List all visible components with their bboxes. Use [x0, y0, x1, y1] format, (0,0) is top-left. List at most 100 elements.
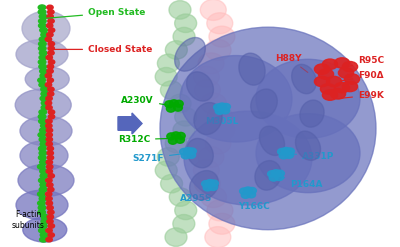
Ellipse shape — [272, 170, 280, 176]
Ellipse shape — [38, 164, 45, 169]
Ellipse shape — [194, 80, 220, 101]
Ellipse shape — [40, 173, 48, 178]
Ellipse shape — [47, 151, 54, 155]
Ellipse shape — [48, 41, 54, 46]
Ellipse shape — [194, 103, 222, 135]
Ellipse shape — [330, 89, 346, 99]
Ellipse shape — [160, 81, 182, 99]
Ellipse shape — [41, 32, 48, 37]
Ellipse shape — [167, 133, 176, 140]
Ellipse shape — [48, 51, 54, 55]
Ellipse shape — [173, 27, 195, 46]
Ellipse shape — [322, 90, 338, 100]
FancyArrow shape — [118, 113, 142, 134]
Ellipse shape — [207, 106, 233, 127]
Ellipse shape — [241, 192, 250, 198]
Ellipse shape — [207, 13, 233, 34]
Ellipse shape — [157, 148, 179, 166]
Ellipse shape — [314, 64, 330, 74]
Ellipse shape — [256, 59, 360, 138]
Ellipse shape — [40, 69, 47, 74]
Text: Open State: Open State — [46, 8, 145, 18]
Ellipse shape — [46, 196, 52, 201]
Ellipse shape — [47, 14, 53, 19]
Ellipse shape — [18, 164, 74, 196]
Ellipse shape — [173, 214, 195, 233]
Ellipse shape — [38, 132, 46, 137]
Ellipse shape — [46, 133, 52, 137]
Ellipse shape — [222, 103, 230, 110]
Ellipse shape — [186, 72, 214, 101]
Ellipse shape — [173, 121, 195, 140]
Ellipse shape — [38, 9, 46, 14]
Ellipse shape — [198, 53, 224, 74]
Ellipse shape — [48, 210, 54, 214]
Ellipse shape — [205, 133, 231, 154]
Ellipse shape — [205, 40, 231, 61]
Ellipse shape — [169, 94, 191, 113]
Ellipse shape — [334, 82, 350, 93]
Ellipse shape — [193, 66, 219, 87]
Ellipse shape — [38, 205, 46, 210]
Ellipse shape — [269, 175, 278, 181]
Ellipse shape — [20, 141, 68, 170]
Ellipse shape — [174, 104, 182, 111]
Ellipse shape — [175, 14, 197, 33]
Ellipse shape — [41, 87, 48, 92]
Ellipse shape — [46, 96, 52, 101]
Ellipse shape — [46, 201, 52, 206]
Ellipse shape — [200, 0, 226, 21]
Ellipse shape — [176, 136, 184, 143]
Ellipse shape — [203, 185, 212, 191]
Ellipse shape — [48, 224, 54, 228]
Ellipse shape — [210, 180, 218, 186]
Ellipse shape — [292, 64, 316, 94]
Text: Closed State: Closed State — [53, 45, 152, 54]
Ellipse shape — [239, 53, 265, 85]
Ellipse shape — [48, 187, 54, 192]
Ellipse shape — [184, 147, 192, 154]
Ellipse shape — [25, 67, 69, 91]
Text: P164A: P164A — [279, 176, 322, 188]
Ellipse shape — [165, 228, 187, 247]
Ellipse shape — [47, 5, 53, 10]
Ellipse shape — [251, 89, 277, 119]
Ellipse shape — [209, 184, 218, 190]
Ellipse shape — [40, 183, 48, 187]
Ellipse shape — [175, 201, 197, 220]
Ellipse shape — [165, 101, 174, 108]
Ellipse shape — [46, 228, 52, 233]
Ellipse shape — [260, 126, 284, 155]
Ellipse shape — [15, 89, 71, 121]
Text: R95C: R95C — [341, 56, 384, 68]
Ellipse shape — [39, 55, 47, 60]
Ellipse shape — [48, 174, 54, 178]
Ellipse shape — [40, 142, 48, 146]
Ellipse shape — [46, 55, 52, 60]
Ellipse shape — [255, 161, 281, 190]
Ellipse shape — [46, 142, 52, 146]
Ellipse shape — [209, 120, 235, 141]
Ellipse shape — [268, 171, 276, 177]
Ellipse shape — [39, 82, 46, 87]
Ellipse shape — [20, 116, 72, 146]
Ellipse shape — [38, 210, 46, 215]
Ellipse shape — [300, 100, 324, 127]
Ellipse shape — [48, 92, 54, 96]
Ellipse shape — [286, 148, 294, 154]
Ellipse shape — [47, 219, 53, 224]
Ellipse shape — [240, 188, 248, 194]
Ellipse shape — [200, 93, 226, 114]
Ellipse shape — [41, 105, 49, 110]
Ellipse shape — [46, 23, 53, 28]
Ellipse shape — [47, 206, 53, 210]
Ellipse shape — [181, 152, 190, 159]
Ellipse shape — [170, 100, 178, 107]
Ellipse shape — [48, 114, 55, 119]
Ellipse shape — [187, 138, 213, 168]
Ellipse shape — [38, 146, 46, 151]
Ellipse shape — [202, 181, 210, 187]
Ellipse shape — [40, 160, 47, 165]
Ellipse shape — [165, 134, 187, 153]
Ellipse shape — [221, 107, 230, 114]
